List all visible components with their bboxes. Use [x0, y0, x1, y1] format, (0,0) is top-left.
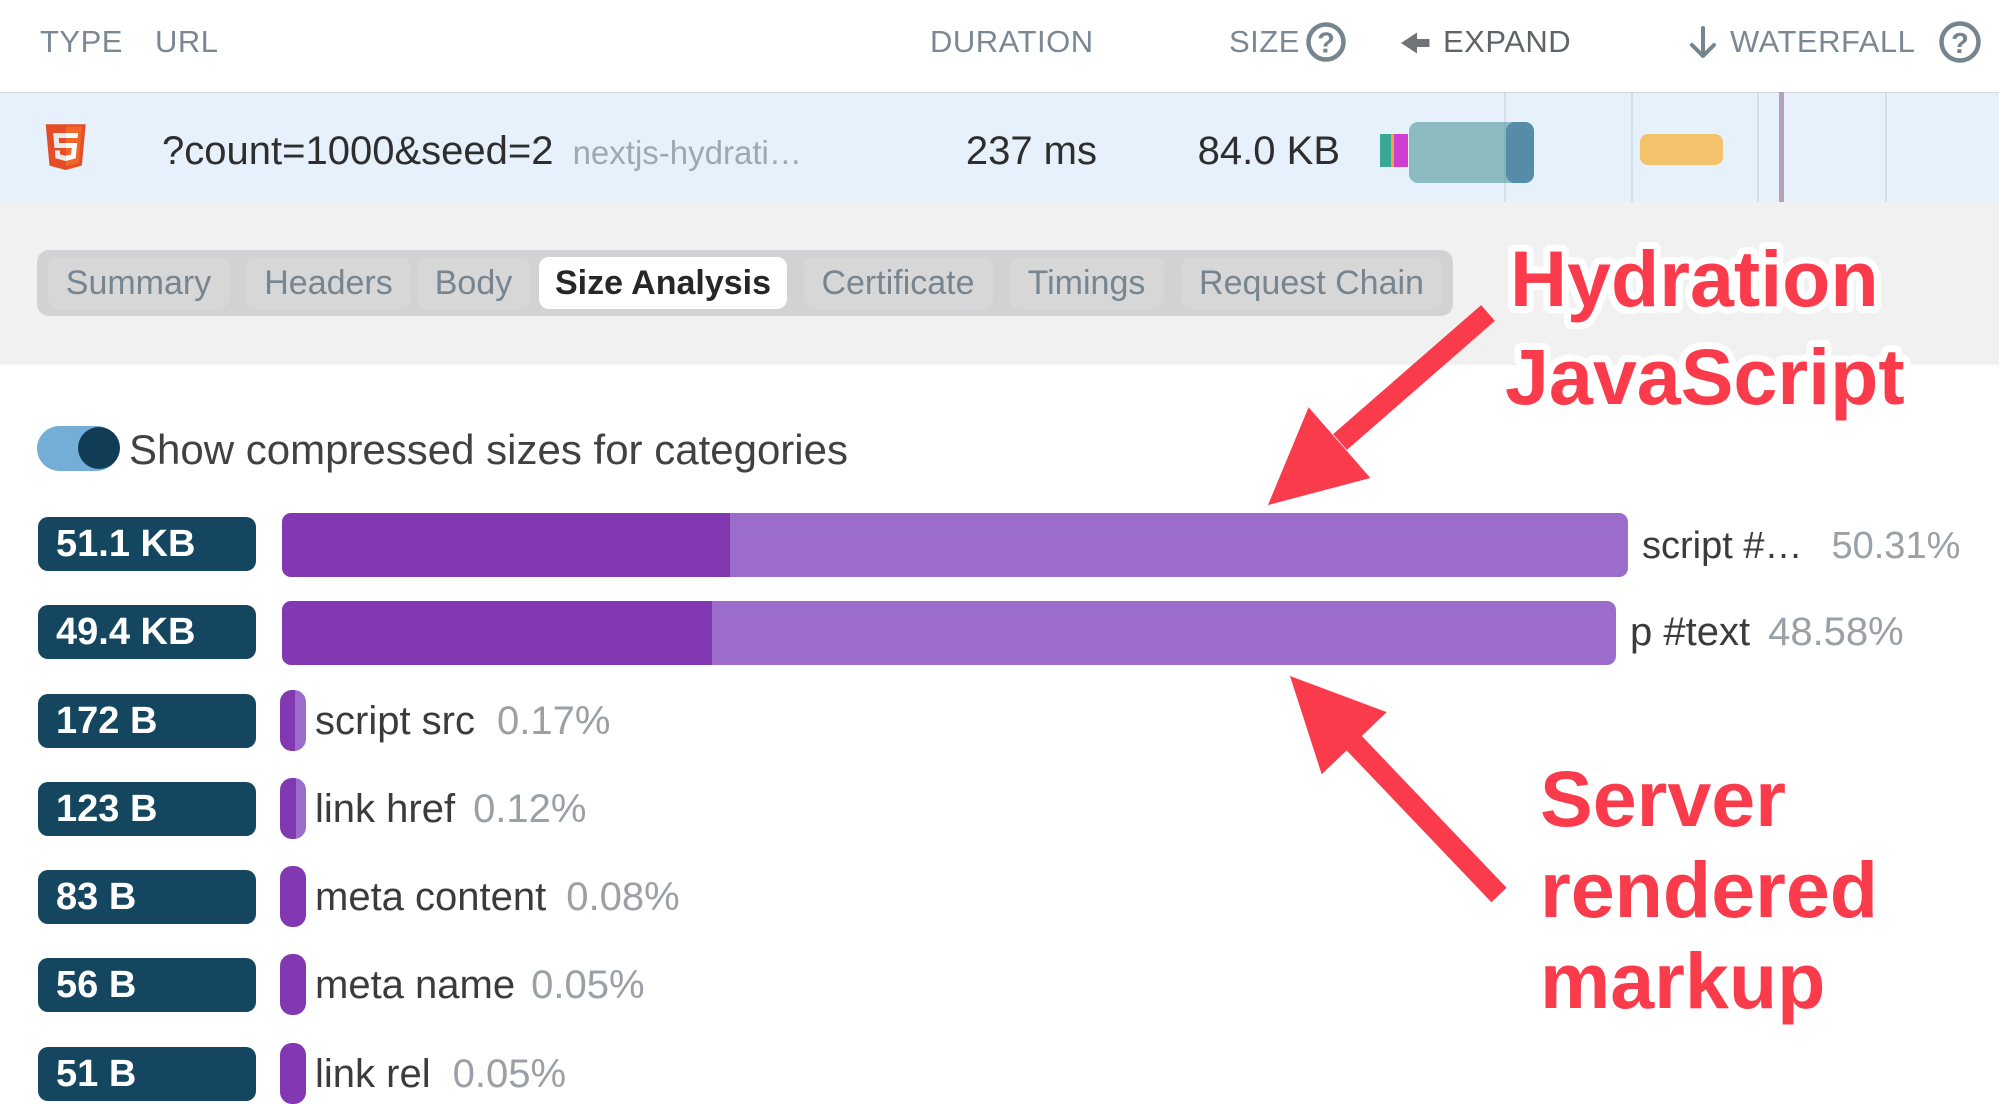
svg-text:Server: Server — [1540, 754, 1786, 843]
svg-text:JavaScript: JavaScript — [1505, 332, 1905, 421]
svg-text:rendered: rendered — [1540, 845, 1878, 934]
svg-text:Hydration: Hydration — [1510, 234, 1879, 323]
svg-text:?: ? — [1951, 28, 1969, 60]
svg-text:markup: markup — [1540, 936, 1825, 1025]
svg-text:?: ? — [1317, 28, 1335, 60]
